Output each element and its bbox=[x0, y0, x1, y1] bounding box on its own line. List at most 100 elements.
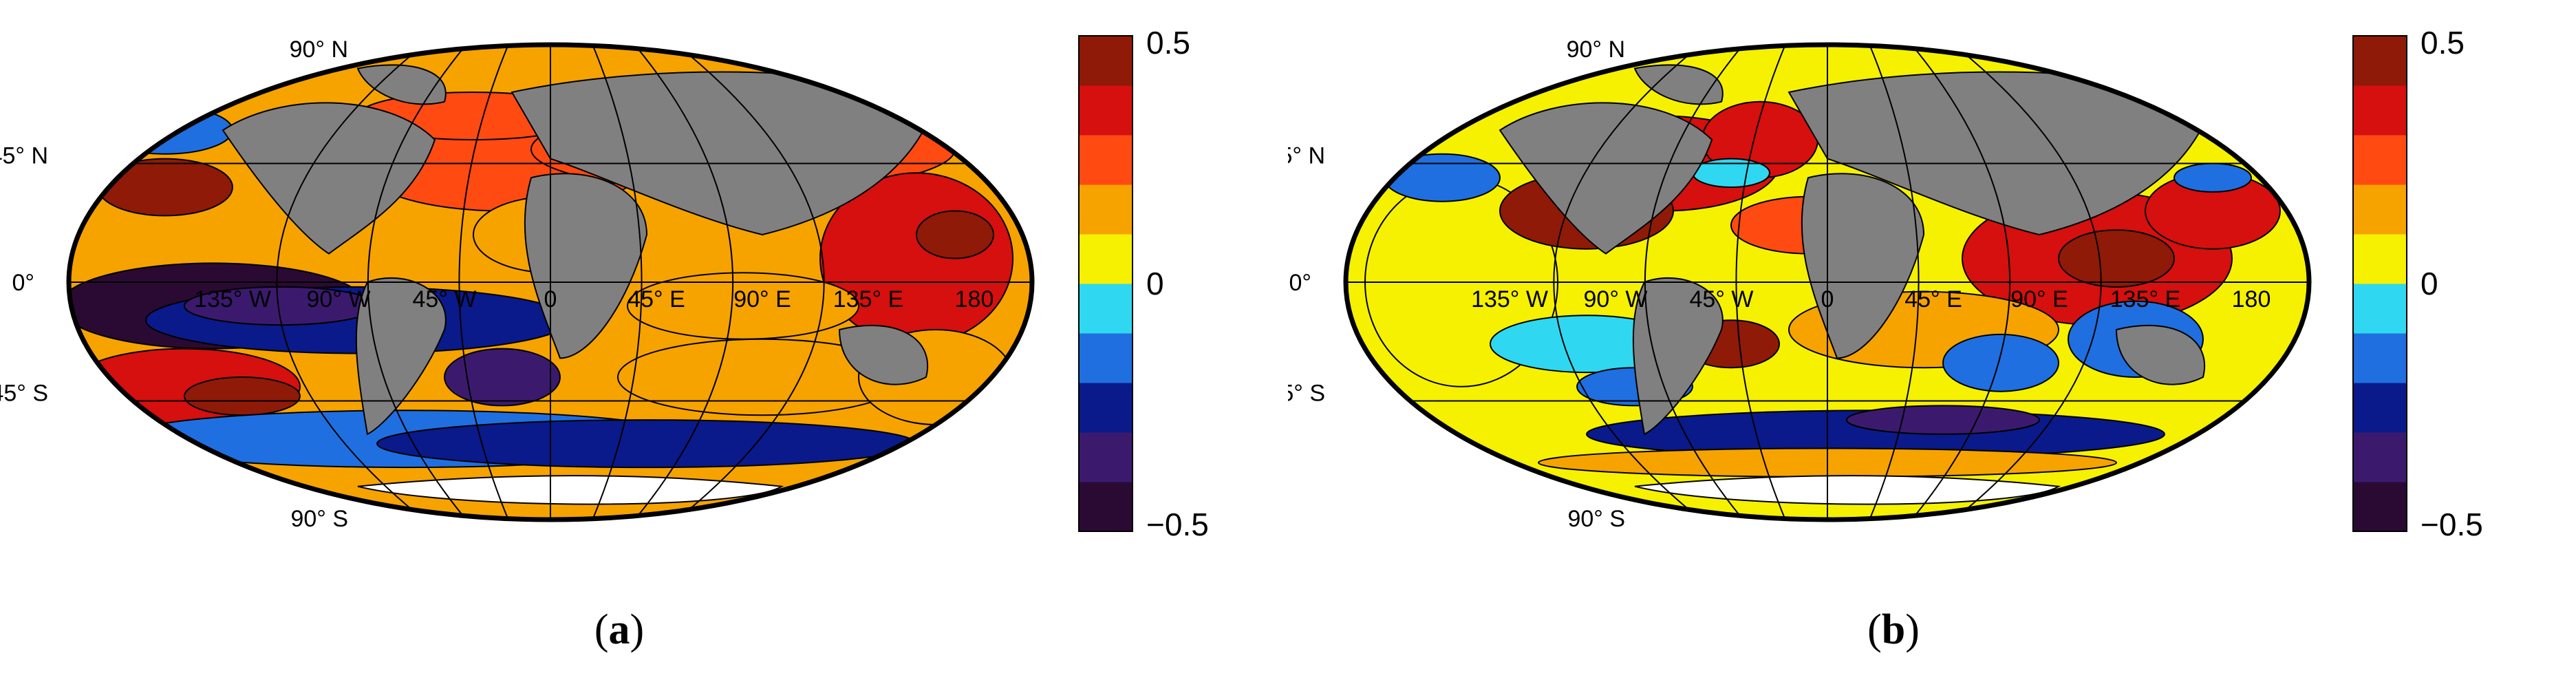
latitude-label: 45° N bbox=[0, 143, 48, 169]
colorbar-b: 0.5 0 −0.5 bbox=[2352, 25, 2483, 542]
meridian-line bbox=[1735, 45, 1786, 520]
land-mass bbox=[2116, 326, 2204, 385]
meridian-line bbox=[1911, 45, 2010, 520]
longitude-label: 90° W bbox=[307, 286, 371, 312]
longitude-label: 180 bbox=[2232, 286, 2271, 312]
antarctic-ice bbox=[358, 476, 782, 504]
field-contour bbox=[1846, 405, 2040, 435]
colorbar-min-label: −0.5 bbox=[2421, 507, 2483, 542]
colorbar-swatch bbox=[2353, 234, 2407, 284]
map-frame bbox=[1343, 42, 2312, 522]
longitude-label: 0 bbox=[1821, 286, 1834, 312]
colorbar-swatch bbox=[2353, 383, 2407, 433]
longitude-label: 45° E bbox=[1904, 286, 1962, 312]
land-mass bbox=[1789, 72, 2213, 235]
map-field-b bbox=[1346, 45, 2309, 520]
longitude-label: 90° W bbox=[1584, 286, 1648, 312]
colorbar-swatch bbox=[2353, 184, 2407, 235]
field-contour bbox=[376, 419, 917, 469]
caption-b: (b) bbox=[1867, 606, 1920, 653]
map-b: 90° N 45° N 0° 45° S 90° S 135° W 90° W 45° W 0 4… bbox=[1288, 25, 2483, 542]
colorbar-outline bbox=[2352, 35, 2407, 532]
meridian-line bbox=[592, 45, 643, 520]
latitude-label: 0° bbox=[12, 270, 34, 296]
meridian-line bbox=[1953, 45, 2102, 520]
colorbar-swatch bbox=[2353, 482, 2407, 532]
panel-a: 90° N 45° N 0° 45° S 90° S 135° W 90° W 45° W 0 4… bbox=[0, 25, 1209, 653]
longitude-label: 45° W bbox=[1690, 286, 1754, 312]
caption-a-letter: a bbox=[608, 606, 630, 653]
colorbar-swatch bbox=[2353, 36, 2407, 86]
colorbar-mid-label: 0 bbox=[2421, 266, 2438, 301]
longitude-label: 135° W bbox=[1471, 286, 1548, 312]
colorbar-swatch bbox=[1079, 432, 1133, 482]
colorbar-min-label: −0.5 bbox=[1146, 507, 1209, 542]
longitude-label: 0 bbox=[544, 286, 557, 312]
latitude-label: 90° S bbox=[1567, 506, 1625, 532]
land-mass bbox=[839, 326, 927, 385]
colorbar-swatch bbox=[1079, 85, 1133, 136]
field-contour bbox=[1942, 333, 2059, 392]
meridian-line bbox=[1553, 45, 1702, 520]
longitude-label: 135° W bbox=[194, 286, 271, 312]
meridian-line bbox=[1869, 45, 1920, 520]
land-mass bbox=[1633, 278, 1723, 434]
field-contour bbox=[97, 158, 233, 217]
longitude-label: 90° E bbox=[733, 286, 791, 312]
colorbar-swatch bbox=[2353, 284, 2407, 334]
field-contour bbox=[444, 348, 561, 407]
longitude-label: 135° E bbox=[2110, 286, 2180, 312]
colorbar-swatch bbox=[1079, 284, 1133, 334]
colorbar-swatch bbox=[2353, 85, 2407, 136]
meridian-line bbox=[1644, 45, 1744, 520]
field-contour bbox=[184, 376, 301, 416]
colorbar-swatch bbox=[1079, 333, 1133, 383]
colorbar-swatch bbox=[1079, 482, 1133, 532]
latitude-label: 90° S bbox=[290, 506, 348, 532]
land-mass bbox=[525, 173, 647, 358]
map-frame bbox=[66, 42, 1035, 522]
colorbar-max-label: 0.5 bbox=[1146, 25, 1190, 61]
meridian-line bbox=[458, 45, 509, 520]
land-mass bbox=[512, 72, 936, 235]
antarctic-ice bbox=[1635, 476, 2059, 504]
caption-b-letter: b bbox=[1881, 606, 1906, 653]
colorbar-swatch bbox=[1079, 36, 1133, 86]
field-contour bbox=[2174, 162, 2252, 193]
latitude-label: 90° N bbox=[290, 36, 348, 63]
meridian-line bbox=[367, 45, 467, 520]
colorbar-swatch bbox=[2353, 333, 2407, 383]
map-a: 90° N 45° N 0° 45° S 90° S 135° W 90° W 45° W 0 4… bbox=[0, 25, 1209, 542]
longitude-label: 90° E bbox=[2010, 286, 2068, 312]
longitude-label: 135° E bbox=[833, 286, 903, 312]
colorbar-swatch bbox=[2353, 432, 2407, 482]
colorbar-a: 0.5 0 −0.5 bbox=[1078, 25, 1209, 542]
land-mass bbox=[356, 278, 446, 434]
colorbar-mid-label: 0 bbox=[1146, 266, 1164, 301]
colorbar-swatch bbox=[1079, 383, 1133, 433]
colorbar-swatch bbox=[1079, 234, 1133, 284]
caption-a: (a) bbox=[594, 606, 645, 653]
field-contour bbox=[2058, 229, 2175, 288]
latitude-label: 45° S bbox=[1288, 381, 1325, 407]
colorbar-max-label: 0.5 bbox=[2421, 25, 2465, 61]
land-mass bbox=[223, 103, 435, 253]
longitude-label: 180 bbox=[955, 286, 994, 312]
colorbar-swatch bbox=[1079, 184, 1133, 235]
panel-b: 90° N 45° N 0° 45° S 90° S 135° W 90° W 45° W 0 4… bbox=[1288, 0, 2576, 691]
latitude-label: 90° N bbox=[1567, 36, 1625, 63]
colorbar-swatch bbox=[2353, 135, 2407, 185]
field-contour bbox=[1384, 153, 1501, 202]
colorbar-outline bbox=[1078, 35, 1133, 532]
colorbar-swatch bbox=[1079, 135, 1133, 185]
longitude-label: 45° W bbox=[413, 286, 477, 312]
meridian-line bbox=[634, 45, 733, 520]
latitude-label: 45° N bbox=[1288, 143, 1325, 169]
land-mass bbox=[1500, 103, 1712, 253]
meridian-line bbox=[276, 45, 425, 520]
meridian-line bbox=[676, 45, 825, 520]
longitude-label: 45° E bbox=[627, 286, 685, 312]
land-mass bbox=[1802, 173, 1924, 358]
latitude-label: 0° bbox=[1289, 270, 1311, 296]
latitude-label: 45° S bbox=[0, 381, 48, 407]
